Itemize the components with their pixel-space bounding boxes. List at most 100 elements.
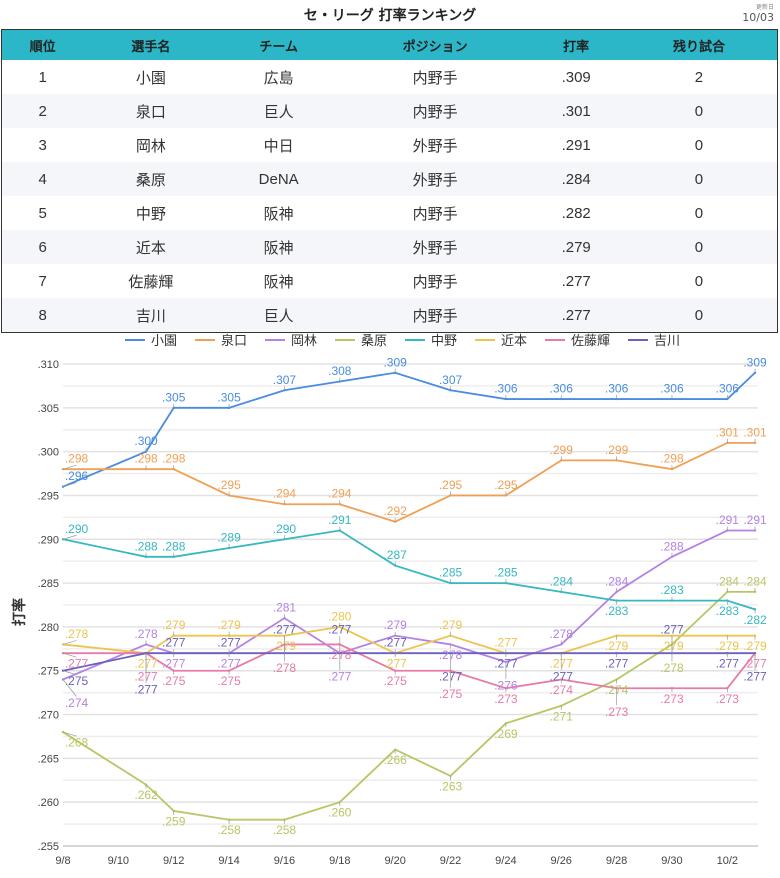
legend-item[interactable]: 吉川 (628, 334, 680, 349)
data-label: .277 (716, 657, 740, 671)
data-label: .284 (605, 574, 629, 588)
data-label: .258 (217, 823, 241, 837)
y-axis-label: 打率 (11, 598, 28, 626)
data-label: .309 (383, 355, 407, 369)
data-label: .266 (383, 753, 407, 767)
legend-item[interactable]: 泉口 (195, 333, 247, 349)
y-tick-label: .300 (38, 447, 59, 459)
data-label: .260 (328, 806, 352, 820)
table-cell: 泉口 (83, 94, 219, 128)
y-tick-label: .260 (38, 797, 59, 809)
table-cell: 2 (1, 94, 84, 128)
data-label: .289 (217, 531, 241, 545)
table-row: 6 近本 阪神 外野手 .279 0 (1, 230, 778, 264)
data-label: .306 (605, 382, 629, 396)
table-cell: 7 (38, 272, 47, 290)
series-line-佐藤輝 (63, 643, 756, 690)
data-label: .279 (383, 618, 407, 632)
legend-item[interactable]: 佐藤輝 (545, 334, 610, 349)
data-label: .277 (134, 683, 158, 697)
table-cell: 桑原 (83, 162, 219, 196)
data-label: .278 (134, 627, 158, 641)
data-label: .287 (383, 548, 407, 562)
legend-item[interactable]: 桑原 (335, 334, 387, 349)
data-label: .285 (439, 566, 463, 580)
data-label: .271 (550, 709, 574, 723)
table-cell: .291 (561, 136, 591, 154)
data-label: .294 (273, 487, 297, 501)
table-cell: 外野手 (338, 230, 532, 264)
data-label: .273 (660, 692, 684, 706)
legend-label: 岡林 (291, 334, 317, 349)
table-cell: 6 (1, 230, 84, 264)
table-cell: 近本 (83, 230, 219, 264)
data-label: .279 (743, 639, 767, 653)
data-label: .290 (65, 522, 89, 536)
x-tick-label: 9/8 (55, 855, 70, 867)
data-label: .277 (328, 670, 352, 684)
x-tick-label: 9/14 (218, 855, 239, 867)
data-label: .282 (743, 613, 767, 627)
table-row: 5 中野 阪神 内野手 .282 0 (2, 196, 778, 230)
data-label: .277 (494, 636, 518, 650)
data-label: .278 (550, 627, 574, 641)
data-label: .277 (743, 670, 767, 684)
x-tick-label: 9/16 (274, 855, 295, 867)
table-header-row: 順位 選手名 チーム ポジション 打率 残り試合 (1, 29, 778, 60)
y-tick-label: .255 (38, 841, 59, 853)
table-row: 3 岡林 中日 外野手 .291 0 (2, 128, 778, 162)
data-label: .279 (439, 618, 463, 632)
table-cell: 0 (620, 230, 778, 264)
data-label: .276 (494, 678, 518, 692)
table-cell: 5 (38, 204, 47, 222)
data-label: .277 (550, 670, 574, 684)
table-cell: 0 (694, 272, 704, 290)
updated-label: 更新日 (755, 4, 774, 11)
legend-item[interactable]: 近本 (475, 334, 527, 349)
data-label: .292 (383, 504, 407, 518)
data-label: .279 (605, 639, 629, 653)
data-label: .283 (716, 604, 740, 618)
data-label: .278 (65, 627, 89, 641)
data-label: .277 (65, 657, 89, 671)
x-tick-label: 9/24 (495, 855, 516, 867)
table-cell: 3 (38, 136, 47, 154)
table-cell: 広島 (263, 69, 294, 87)
data-label-tick (62, 534, 77, 540)
data-label: .277 (660, 623, 684, 637)
table-cell: 0 (694, 136, 704, 154)
data-label: .277 (273, 623, 297, 637)
table-cell: 0 (620, 94, 778, 128)
data-label: .277 (162, 636, 186, 650)
table-cell: 阪神 (263, 205, 294, 223)
data-label: .298 (162, 452, 186, 466)
table-cell: 0 (620, 162, 778, 196)
data-label: .263 (439, 779, 463, 793)
data-label: .275 (217, 674, 241, 688)
data-label: .277 (383, 657, 407, 671)
data-label: .279 (716, 639, 740, 653)
legend-label: 吉川 (654, 334, 680, 349)
table-cell: 小園 (135, 69, 166, 87)
updated-date: 更新日 10/03 (742, 2, 774, 24)
series-line-泉口 (63, 441, 755, 523)
data-label: .300 (134, 434, 158, 448)
data-label-tick (62, 464, 77, 470)
data-label: .298 (660, 452, 684, 466)
data-label: .306 (716, 382, 740, 396)
legend-item[interactable]: 小園 (125, 334, 177, 349)
data-labels: .298 .296 .290 .278 .277 .275 .274 .268 .300 .298… (62, 355, 767, 837)
table-cell: 4 (1, 162, 84, 196)
y-tick-label: .290 (38, 534, 59, 546)
y-tick-label: .270 (38, 710, 59, 722)
legend-item[interactable]: 岡林 (265, 334, 317, 349)
table-cell: .277 (561, 272, 591, 290)
legend-item[interactable]: 中野 (405, 334, 457, 349)
table-cell: 中日 (263, 137, 294, 155)
data-label: .299 (550, 443, 574, 457)
data-label: .306 (550, 382, 574, 396)
table-cell: 2 (694, 68, 704, 86)
data-label-tick (62, 482, 77, 488)
data-label: .301 (743, 425, 767, 439)
x-tick-label: 9/18 (329, 855, 350, 867)
